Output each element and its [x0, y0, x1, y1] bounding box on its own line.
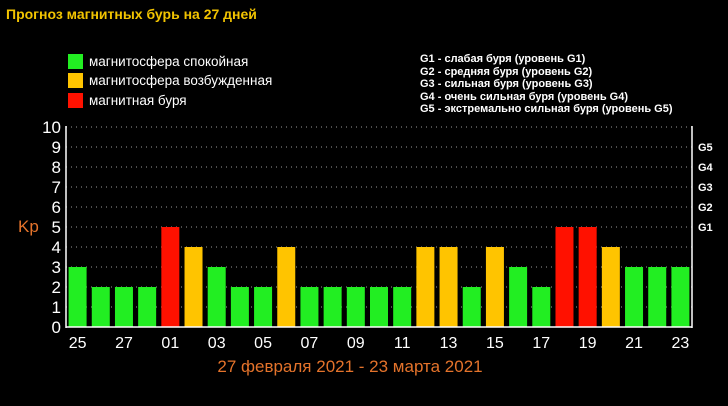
kp-bar — [323, 287, 342, 327]
storm-legend-g4: G4 - очень сильная буря (уровень G4) — [420, 90, 629, 103]
x-tick-label: 11 — [394, 335, 411, 352]
y-tick-label: 0 — [52, 318, 61, 337]
kp-bar — [416, 247, 435, 327]
legend-label-storm: магнитная буря — [89, 92, 187, 108]
x-tick-label: 27 — [115, 335, 133, 352]
x-tick-label: 03 — [208, 335, 226, 352]
storm-legend-g1: G1 - слабая буря (уровень G1) — [420, 53, 586, 65]
legend-label-calm: магнитосфера спокойная — [89, 53, 249, 69]
kp-bar — [462, 287, 481, 327]
date-range: 27 февраля 2021 - 23 марта 2021 — [217, 357, 483, 376]
legend-item-excited: магнитосфера возбужденная — [68, 72, 272, 88]
g-level-label: G5 — [698, 142, 713, 154]
storm-legend-g3: G3 - сильная буря (уровень G3) — [420, 78, 593, 90]
kp-bar — [370, 287, 388, 327]
x-tick-label: 07 — [301, 335, 319, 352]
x-tick-label: 01 — [161, 335, 179, 352]
kp-bar — [207, 267, 226, 327]
kp-bar — [601, 247, 620, 327]
x-tick-label: 23 — [672, 335, 690, 352]
x-tick-label: 25 — [69, 335, 87, 352]
kp-bar — [91, 287, 110, 327]
legend-label-excited: магнитосфера возбужденная — [89, 72, 273, 88]
kp-bar — [439, 247, 458, 327]
kp-bar — [625, 267, 644, 327]
x-tick-label: 15 — [486, 335, 504, 352]
y-tick-label: 4 — [52, 238, 61, 257]
kp-bar — [648, 267, 667, 327]
storm-legend-g2: G2 - средняя буря (уровень G2) — [420, 65, 593, 78]
kp-bar — [555, 227, 574, 327]
x-tick-label: 21 — [625, 335, 643, 352]
g-level-label: G1 — [698, 222, 713, 234]
g-level-label: G3 — [698, 182, 713, 194]
y-tick-label: 9 — [52, 138, 61, 157]
y-tick-label: 3 — [52, 258, 61, 277]
y-tick-label: 7 — [52, 178, 61, 197]
kp-bar — [277, 247, 296, 327]
kp-bar — [300, 287, 319, 327]
x-tick-label: 05 — [254, 335, 272, 352]
kp-bar — [114, 287, 133, 327]
kp-bar — [230, 287, 249, 327]
y-tick-label: 5 — [52, 218, 61, 237]
chart-title: Прогноз магнитных бурь на 27 дней — [6, 6, 257, 22]
x-tick-label: 09 — [347, 335, 365, 352]
legend-swatch-calm — [68, 53, 83, 69]
g-level-label: G4 — [698, 162, 714, 174]
x-tick-label: 17 — [532, 335, 550, 352]
legend-item-calm: магнитосфера спокойная — [68, 53, 248, 69]
y-tick-label: 6 — [52, 198, 61, 217]
kp-bar — [346, 287, 365, 327]
kp-bar — [509, 267, 528, 327]
y-tick-label: 2 — [52, 278, 61, 297]
kp-bar — [393, 287, 412, 327]
kp-bar — [184, 247, 203, 327]
storm-level-legend: G1 - слабая буря (уровень G1) G2 - средн… — [420, 53, 673, 116]
kp-bar — [485, 247, 504, 327]
legend-swatch-storm — [68, 92, 83, 108]
kp-bar — [578, 227, 597, 327]
y-tick-label: 8 — [52, 158, 61, 177]
kp-bar — [532, 287, 551, 327]
y-tick-label: 10 — [42, 118, 61, 137]
kp-bar — [138, 287, 157, 327]
x-tick-label: 13 — [440, 335, 458, 352]
legend-item-storm: магнитная буря — [68, 92, 187, 108]
kp-bar — [161, 227, 180, 327]
kp-bar — [671, 267, 690, 327]
x-tick-label: 19 — [579, 335, 597, 352]
y-axis-title: Kp — [18, 217, 39, 236]
kp-bar — [68, 267, 87, 327]
g-level-label: G2 — [698, 202, 713, 214]
legend-swatch-excited — [68, 72, 83, 88]
storm-legend-g5: G5 - экстремально сильная буря (уровень … — [420, 103, 673, 115]
kp-bar — [254, 287, 273, 327]
y-tick-label: 1 — [52, 298, 61, 317]
